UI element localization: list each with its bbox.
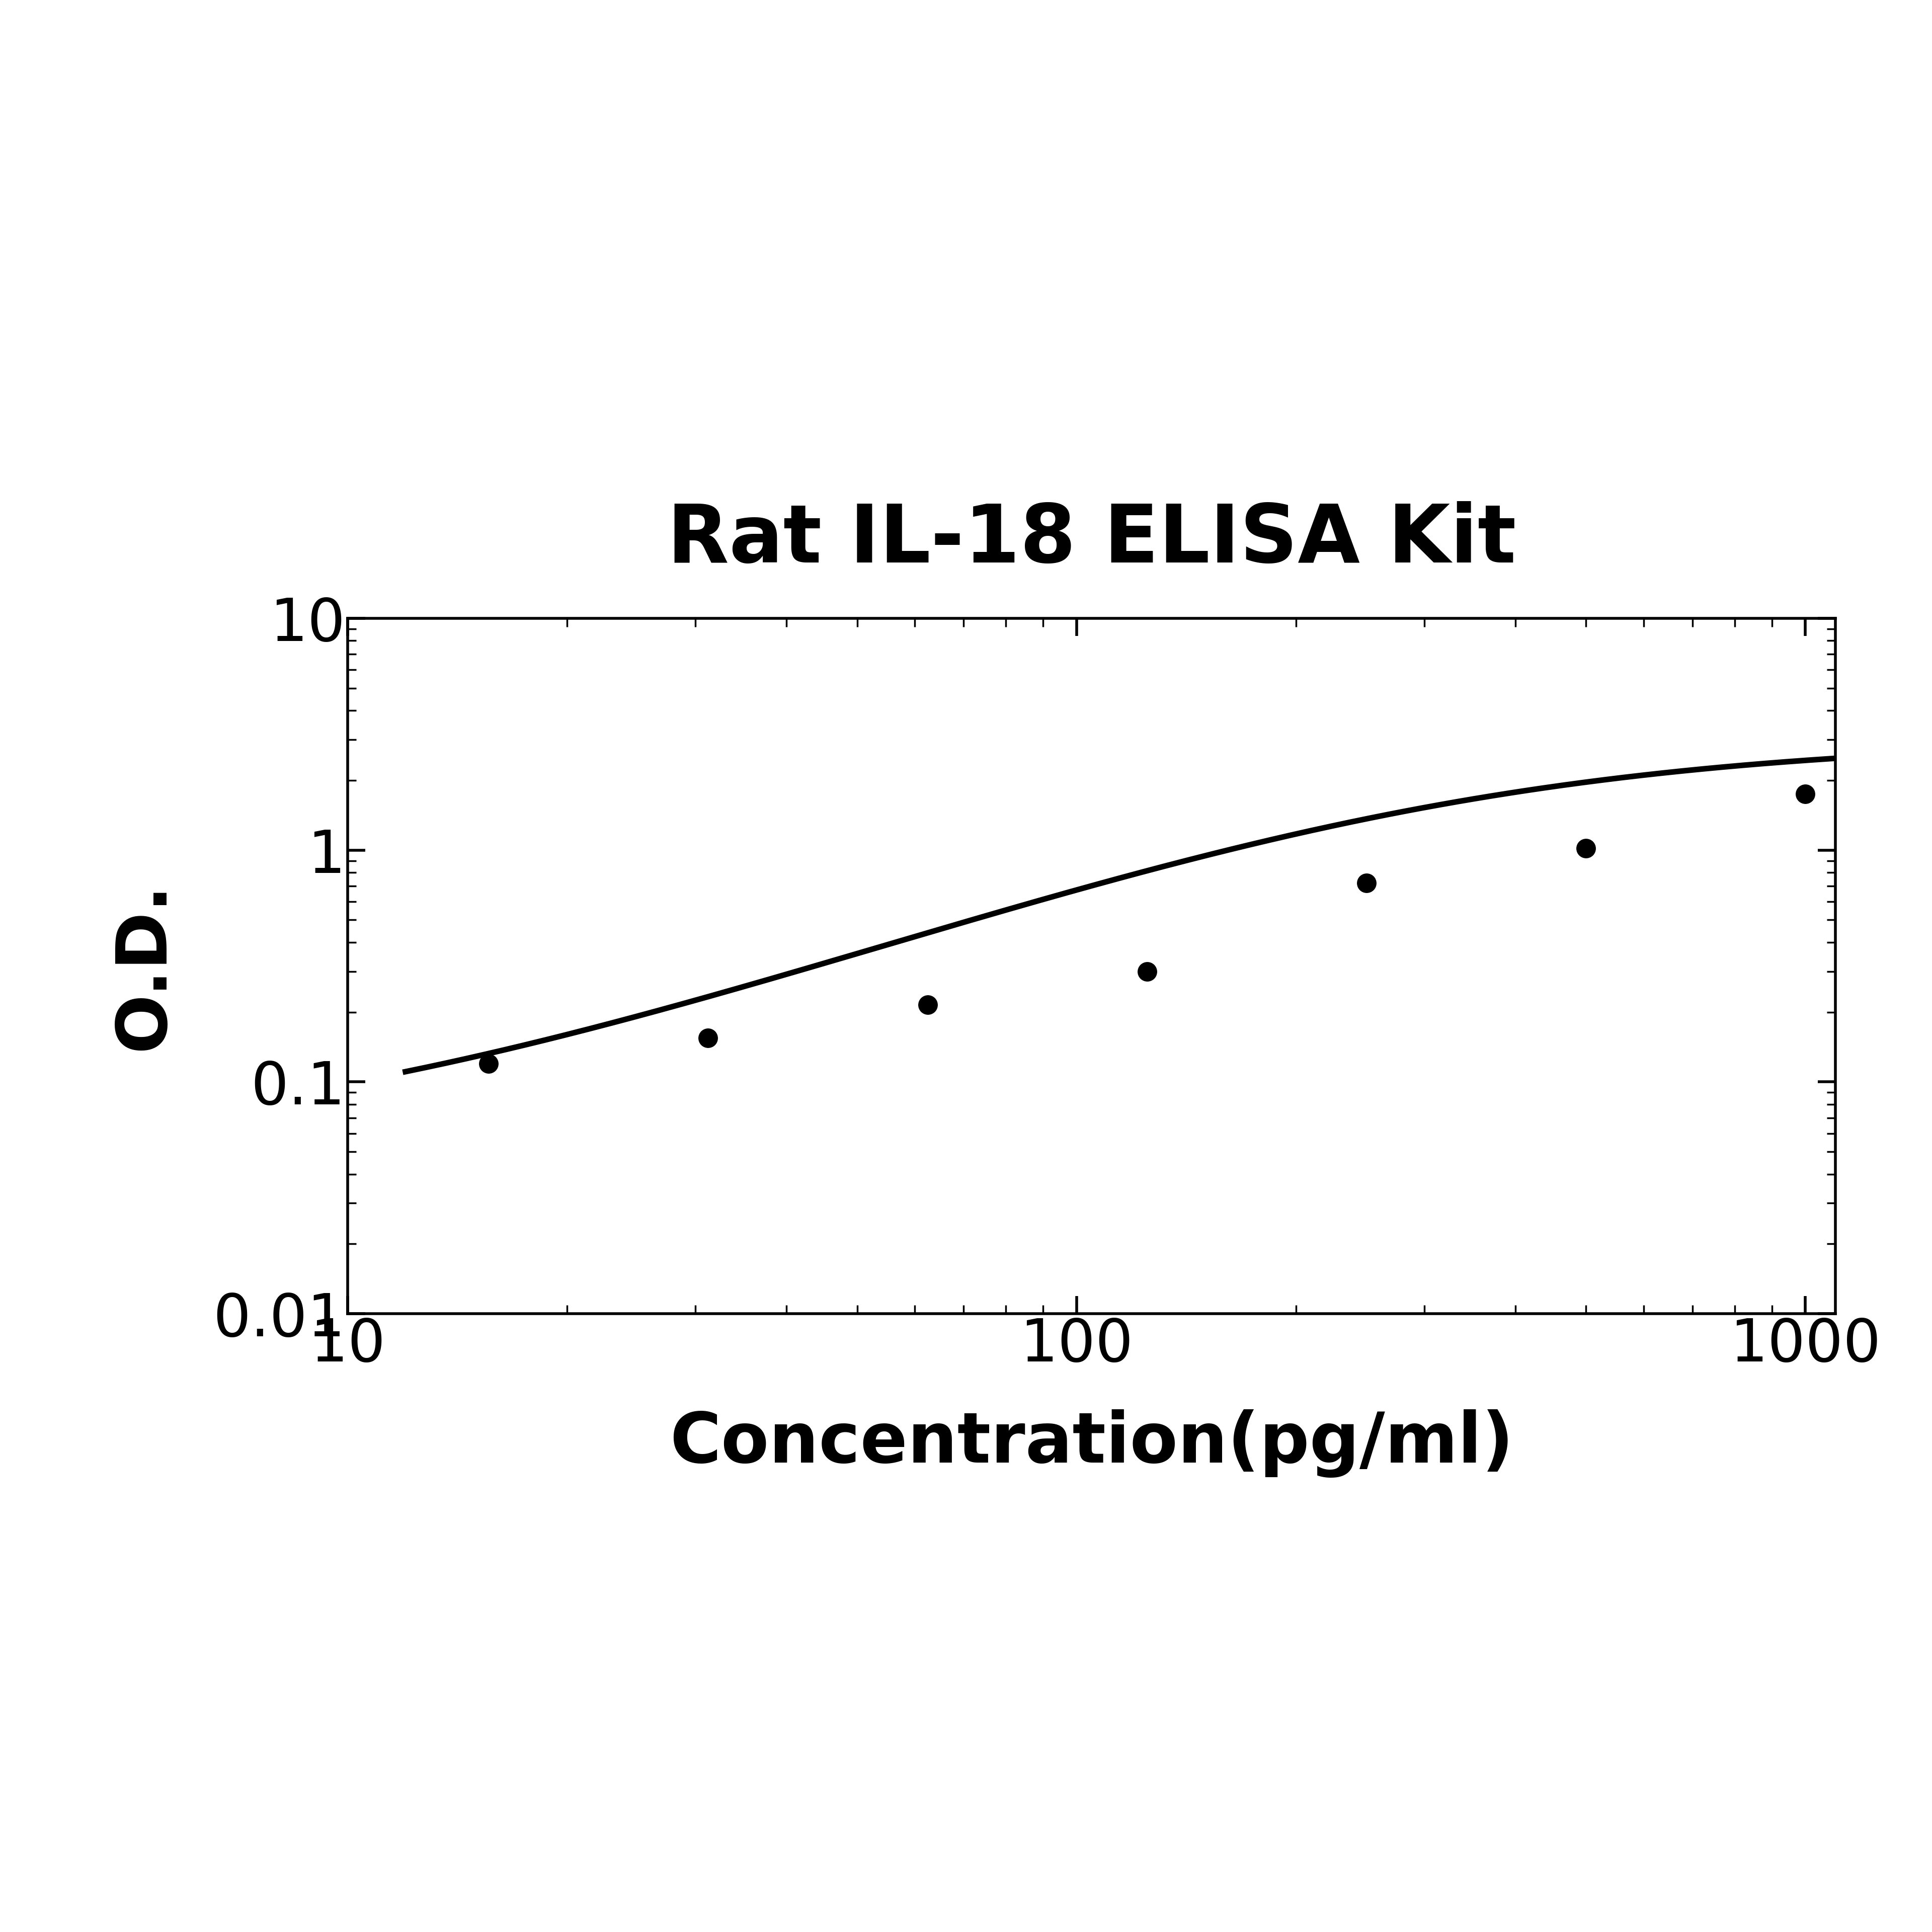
Point [912, 989, 943, 1020]
Point [692, 1022, 723, 1053]
Point [1571, 833, 1602, 864]
X-axis label: Concentration(pg/ml): Concentration(pg/ml) [670, 1408, 1513, 1478]
Y-axis label: O.D.: O.D. [110, 881, 178, 1051]
Title: Rat IL-18 ELISA Kit: Rat IL-18 ELISA Kit [667, 500, 1517, 580]
Point [1132, 956, 1163, 987]
Point [1350, 867, 1381, 898]
Point [1789, 779, 1820, 810]
Point [473, 1047, 504, 1078]
